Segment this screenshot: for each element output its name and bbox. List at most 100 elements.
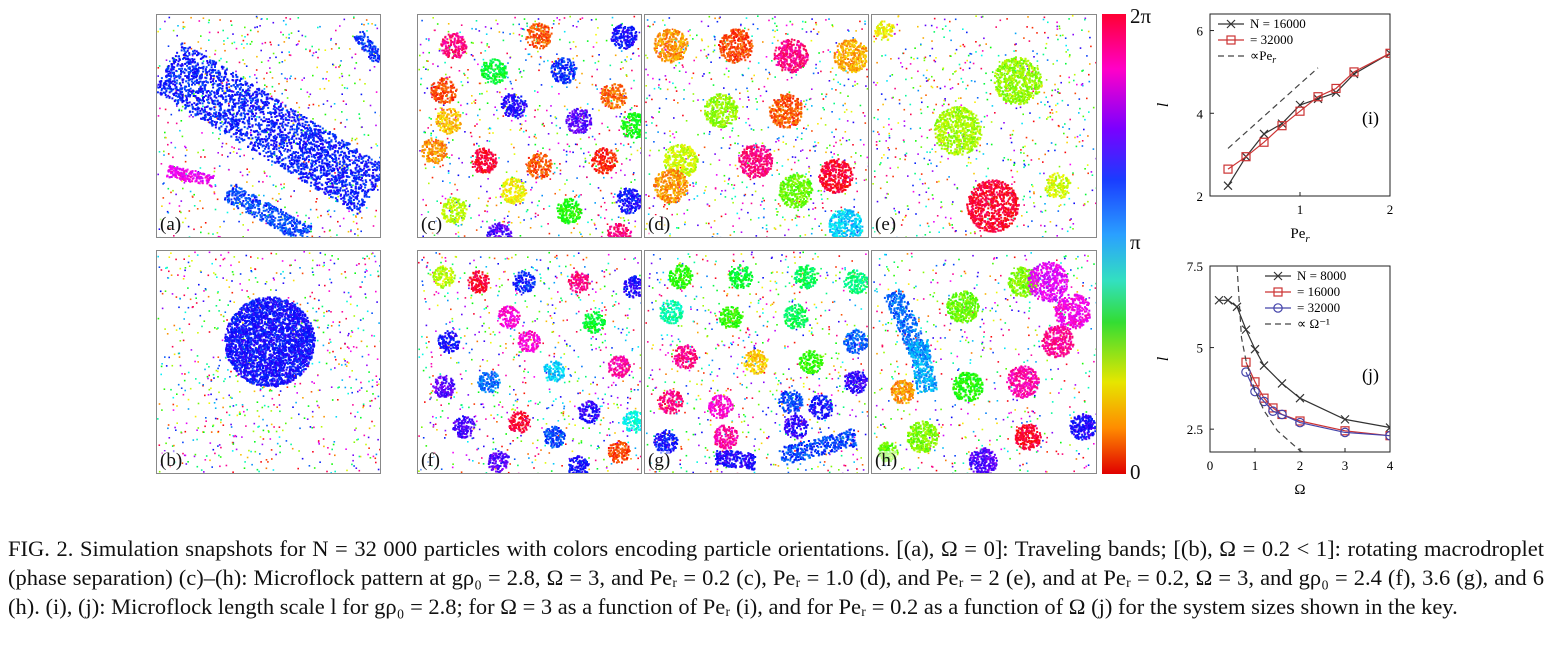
series-line-0 (1219, 299, 1390, 429)
panel-label: (g) (648, 451, 671, 471)
chart-i: 1 2 2 4 6 Per l N = 16000 = 32000 ∝Per (i) (1145, 0, 1550, 255)
data-point (1349, 69, 1359, 79)
legend-entry: ∝Per (1250, 48, 1276, 66)
data-point (1277, 121, 1287, 131)
chart-panel-label: (i) (1362, 108, 1379, 129)
data-point (1313, 92, 1323, 102)
snapshot-panel-a: (a) (156, 14, 381, 238)
legend-entry: = 32000 (1250, 32, 1293, 47)
y-axis-label: l (1155, 102, 1172, 107)
panel-label: (f) (421, 451, 440, 471)
x-tick-label: 2 (1387, 202, 1394, 217)
y-tick-label: 4 (1197, 106, 1204, 121)
legend-marker (1273, 287, 1283, 297)
y-tick-label: 7.5 (1187, 259, 1203, 274)
data-point (1295, 417, 1305, 428)
x-axis-label: Ω (1294, 482, 1305, 498)
snapshot-panel-g: (g) (644, 250, 869, 474)
data-point (1223, 164, 1233, 174)
legend-marker (1273, 271, 1283, 281)
series-line-1 (1227, 52, 1390, 170)
data-point (1241, 367, 1251, 377)
data-point (1349, 67, 1359, 77)
legend-entry: = 32000 (1297, 300, 1340, 315)
data-point (1277, 119, 1287, 129)
panel-label: (a) (160, 215, 182, 235)
snapshot-panel-e: (e) (871, 14, 1097, 238)
series-line-2 (1227, 67, 1319, 149)
data-point (1259, 129, 1269, 139)
panel-label: (d) (648, 215, 671, 235)
data-point (1259, 361, 1269, 370)
legend-entry: = 16000 (1297, 284, 1340, 299)
data-point (1259, 396, 1269, 407)
legend-entry: N = 8000 (1297, 268, 1346, 283)
particle-field (645, 251, 868, 473)
y-tick-label: 2 (1197, 189, 1204, 204)
x-tick-label: 1 (1297, 202, 1304, 217)
x-tick-label: 2 (1297, 458, 1304, 473)
panel-label: (b) (160, 451, 183, 471)
chart-panel-label: (j) (1362, 365, 1379, 386)
particle-field (645, 15, 868, 237)
legend-marker (1226, 35, 1236, 45)
x-tick-label: 4 (1387, 458, 1394, 473)
data-point (1295, 393, 1305, 403)
panel-label: (h) (875, 451, 898, 471)
data-point (1277, 379, 1287, 388)
data-point (1241, 152, 1251, 162)
data-point (1340, 414, 1350, 424)
particle-field (157, 251, 380, 473)
y-axis-label: l (1155, 356, 1172, 361)
x-axis-label: Per (1290, 226, 1310, 245)
x-tick-label: 0 (1207, 458, 1214, 473)
data-point (1241, 325, 1251, 335)
data-point (1385, 48, 1390, 58)
data-point (1250, 386, 1260, 397)
data-point (1385, 430, 1390, 441)
data-point (1268, 403, 1278, 413)
colorbar-bottom-label: 0 (1130, 460, 1141, 485)
data-point (1223, 295, 1233, 305)
legend-marker (1273, 303, 1283, 313)
particle-field (418, 251, 641, 473)
data-point (1259, 137, 1269, 147)
x-tick-label: 1 (1252, 458, 1259, 473)
particle-field (872, 252, 1096, 473)
snapshot-panel-b: (b) (156, 250, 381, 474)
legend-entry: N = 16000 (1250, 16, 1306, 31)
y-tick-label: 6 (1197, 24, 1204, 39)
chart-j-svg: 0 1 2 3 4 2.5 5 7.5 Ωl N = 8000= 16000= 32000∝ Ω⁻… (1155, 259, 1394, 498)
legend-marker (1226, 19, 1236, 29)
data-point (1277, 409, 1287, 420)
particle-field (418, 15, 641, 237)
y-tick-label: 2.5 (1187, 422, 1203, 437)
colorbar-top-label: 2π (1130, 4, 1151, 29)
colorbar-mid-label: π (1130, 230, 1141, 255)
data-point (1385, 48, 1390, 58)
data-point (1340, 427, 1350, 438)
data-point (1214, 295, 1224, 305)
data-point (1331, 83, 1341, 94)
data-point (1268, 406, 1278, 417)
caption-text: FIG. 2. Simulation snapshots for N = 32 … (8, 536, 1544, 619)
data-point (1250, 344, 1260, 354)
data-point (1385, 423, 1390, 432)
snapshot-panel-f: (f) (417, 250, 642, 474)
panel-label: (e) (875, 215, 897, 235)
particle-field (157, 15, 380, 237)
snapshot-panel-h: (h) (871, 250, 1097, 474)
data-point (1223, 181, 1233, 191)
y-tick-label: 5 (1197, 341, 1204, 356)
snapshot-panel-c: (c) (417, 14, 642, 238)
data-point (1295, 106, 1305, 116)
particle-field (872, 15, 1096, 237)
panel-label: (c) (421, 215, 443, 235)
chart-i-svg: 1 2 2 4 6 Per l N = 16000= 32000∝Per (i) (1155, 13, 1394, 245)
x-tick-label: 3 (1342, 458, 1349, 473)
snapshot-panel-d: (d) (644, 14, 869, 238)
figure-caption: FIG. 2. Simulation snapshots for N = 32 … (8, 534, 1544, 621)
legend-entry: ∝ Ω⁻¹ (1297, 316, 1330, 331)
orientation-colorbar (1102, 14, 1126, 474)
